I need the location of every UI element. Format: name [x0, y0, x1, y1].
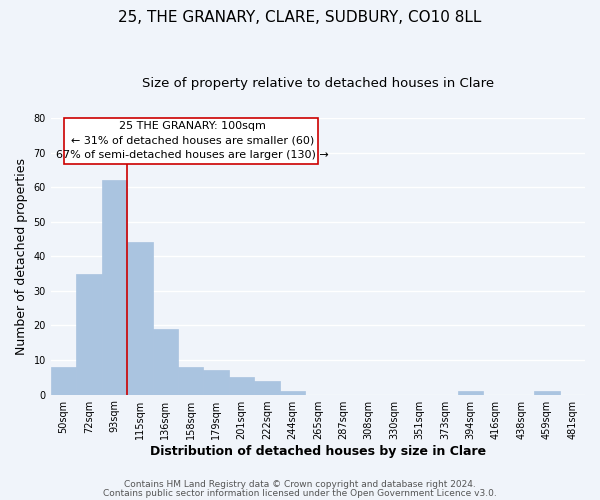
Bar	[101, 180, 127, 394]
X-axis label: Distribution of detached houses by size in Clare: Distribution of detached houses by size …	[150, 444, 486, 458]
Bar	[203, 370, 229, 394]
Title: Size of property relative to detached houses in Clare: Size of property relative to detached ho…	[142, 78, 494, 90]
Bar	[178, 367, 203, 394]
Bar	[127, 242, 152, 394]
Bar	[254, 381, 280, 394]
Bar	[280, 391, 305, 394]
Text: 25, THE GRANARY, CLARE, SUDBURY, CO10 8LL: 25, THE GRANARY, CLARE, SUDBURY, CO10 8L…	[118, 10, 482, 25]
Bar	[534, 391, 560, 394]
FancyBboxPatch shape	[64, 118, 318, 164]
Text: Contains HM Land Registry data © Crown copyright and database right 2024.: Contains HM Land Registry data © Crown c…	[124, 480, 476, 489]
Bar	[229, 378, 254, 394]
Text: 25 THE GRANARY: 100sqm
← 31% of detached houses are smaller (60)
67% of semi-det: 25 THE GRANARY: 100sqm ← 31% of detached…	[56, 121, 329, 160]
Y-axis label: Number of detached properties: Number of detached properties	[15, 158, 28, 355]
Text: Contains public sector information licensed under the Open Government Licence v3: Contains public sector information licen…	[103, 490, 497, 498]
Bar	[76, 274, 101, 394]
Bar	[152, 329, 178, 394]
Bar	[458, 391, 483, 394]
Bar	[51, 367, 76, 394]
